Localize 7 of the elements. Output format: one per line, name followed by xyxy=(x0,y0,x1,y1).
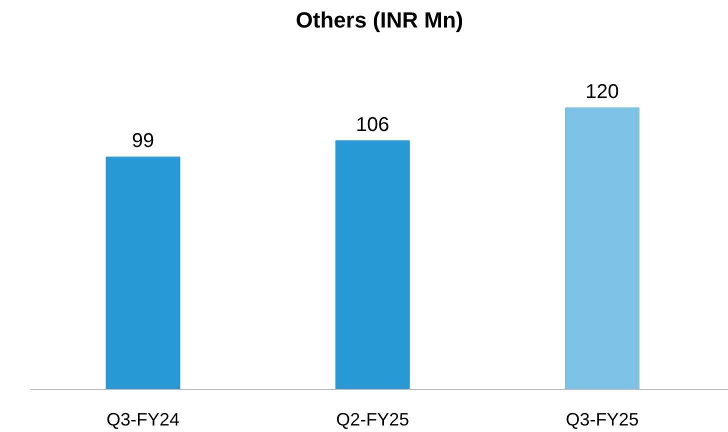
x-tick-label: Q3-FY24 xyxy=(106,410,180,430)
data-label: 106 xyxy=(356,114,390,136)
data-label: 99 xyxy=(132,130,154,152)
x-tick-label: Q2-FY25 xyxy=(336,410,410,430)
x-tick-label: Q3-FY25 xyxy=(566,410,639,430)
data-label: 120 xyxy=(586,80,619,103)
chart-title: Others (INR Mn) xyxy=(296,8,464,32)
